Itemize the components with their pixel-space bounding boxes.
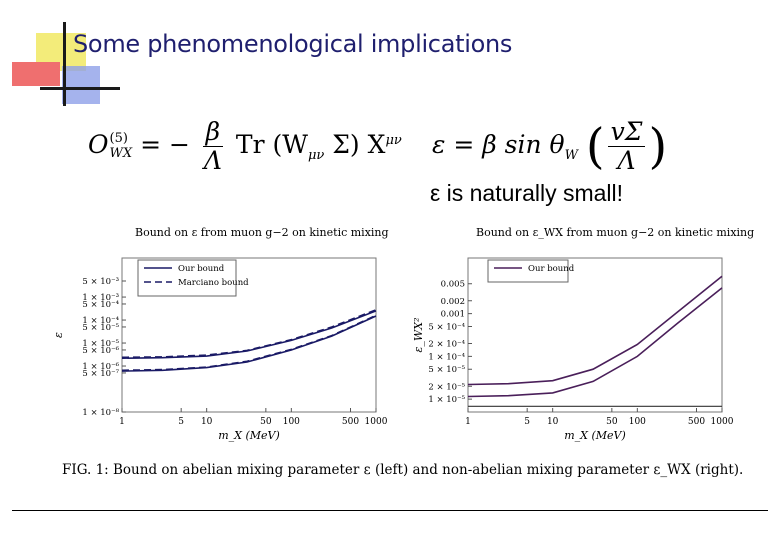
x-tick-label: 500 — [688, 417, 705, 427]
x-axis-label: m_X (MeV) — [564, 429, 626, 442]
plot-frame — [121, 257, 377, 413]
series-line — [121, 309, 377, 359]
legend-label: Marciano bound — [178, 278, 249, 288]
x-tick-label: 10 — [547, 417, 559, 427]
epsilon-fraction: vΣ Λ — [607, 118, 646, 175]
series-line — [121, 310, 377, 359]
plot-frame — [467, 257, 723, 413]
legend-label: Our bound — [528, 264, 575, 274]
right-chart-title: Bound on ε_WX from muon g−2 on kinetic m… — [476, 226, 755, 239]
x-tick-label: 5 — [178, 417, 184, 427]
y-tick-label: 1 × 10⁻⁶ — [82, 362, 119, 372]
y-axis-label: ε — [52, 332, 65, 338]
corner-decoration-blue — [62, 66, 100, 104]
y-tick-label: 5 × 10⁻⁴ — [82, 300, 119, 310]
x-tick-label: 1000 — [711, 417, 734, 427]
right-chart: 1 5 10 50 100 500 1000 0.005 0.002 0.001 5 × 10⁻⁴ 2… — [412, 257, 734, 442]
legend-label: Our bound — [178, 264, 225, 274]
left-chart: 1 5 10 50 100 500 1000 5 × 10⁻³ 1 × 10⁻³5 × 10⁻⁴… — [52, 257, 388, 442]
y-tick-label: 1 × 10⁻⁵ — [428, 395, 465, 405]
y-tick-label: 5 × 10⁻³ — [82, 277, 119, 287]
corner-horizontal-line — [40, 87, 120, 90]
legend-box — [137, 259, 237, 297]
y-tick-label: 5 × 10⁻⁷ — [82, 369, 119, 379]
y-tick-label: 1 × 10⁻³ — [82, 293, 119, 303]
x-tick-label: 100 — [629, 417, 646, 427]
x-tick-label: 50 — [260, 417, 272, 427]
y-tick-label: 5 × 10⁻⁵ — [428, 365, 465, 375]
footer-rule — [12, 510, 768, 511]
y-tick-label: 1 × 10⁻⁸ — [82, 408, 119, 418]
operator-lhs: O (5) WX — [88, 130, 133, 161]
y-tick-label: 0.001 — [441, 310, 465, 320]
series-line — [467, 287, 723, 398]
y-tick-label: 0.005 — [441, 280, 465, 290]
y-tick-label: 5 × 10⁻⁴ — [428, 322, 465, 332]
x-tick-label: 10 — [201, 417, 213, 427]
x-tick-label: 50 — [606, 417, 618, 427]
y-tick-label: 1 × 10⁻⁵ — [82, 339, 119, 349]
y-tick-label: 1 × 10⁻⁴ — [82, 316, 119, 326]
smallness-note: ε is naturally small! — [430, 180, 624, 206]
y-tick-label: 1 × 10⁻⁴ — [428, 352, 465, 362]
y-tick-label: 0.002 — [441, 297, 465, 307]
y-tick-label: 5 × 10⁻⁵ — [82, 323, 119, 333]
y-tick-label: 2 × 10⁻⁴ — [428, 340, 465, 350]
corner-decoration-red — [12, 62, 60, 86]
x-tick-label: 1 — [465, 417, 471, 427]
x-tick-label: 500 — [342, 417, 359, 427]
epsilon-equation: ε = β sin θW (vΣ Λ) — [432, 117, 668, 175]
x-tick-label: 100 — [283, 417, 300, 427]
x-tick-label: 1 — [119, 417, 125, 427]
figure-caption: FIG. 1: Bound on abelian mixing paramete… — [62, 462, 744, 478]
left-chart-title: Bound on ε from muon g−2 on kinetic mixi… — [135, 226, 389, 239]
x-axis-label: m_X (MeV) — [218, 429, 280, 442]
slide-title: Some phenomenological implications — [73, 30, 513, 58]
x-tick-label: 5 — [524, 417, 530, 427]
y-tick-label: 2 × 10⁻⁵ — [428, 382, 465, 392]
series-line — [121, 314, 377, 372]
legend-box — [487, 259, 569, 283]
series-line — [467, 275, 723, 386]
y-tick-label: 5 × 10⁻⁶ — [82, 346, 119, 356]
corner-vertical-line — [63, 22, 66, 106]
x-tick-label: 1000 — [365, 417, 388, 427]
y-axis-label: ε_WX² — [412, 318, 425, 353]
